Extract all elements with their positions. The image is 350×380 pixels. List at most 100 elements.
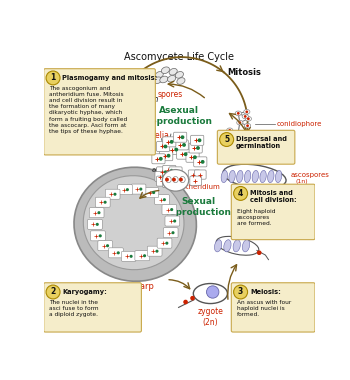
- FancyBboxPatch shape: [165, 216, 180, 226]
- Ellipse shape: [177, 78, 185, 84]
- Text: 5: 5: [224, 135, 229, 144]
- Circle shape: [167, 154, 170, 158]
- Ellipse shape: [223, 164, 286, 189]
- Text: ascocarp: ascocarp: [116, 282, 154, 291]
- Circle shape: [257, 250, 261, 255]
- Ellipse shape: [160, 76, 168, 83]
- Text: Plasmogamy and mitosis:: Plasmogamy and mitosis:: [62, 75, 158, 81]
- Circle shape: [164, 170, 167, 173]
- Circle shape: [159, 157, 163, 161]
- Circle shape: [179, 178, 183, 182]
- Circle shape: [201, 160, 204, 164]
- Ellipse shape: [155, 71, 163, 78]
- Ellipse shape: [168, 75, 176, 82]
- Ellipse shape: [268, 170, 274, 183]
- Ellipse shape: [252, 170, 259, 183]
- Text: conidiophore: conidiophore: [276, 121, 322, 127]
- FancyBboxPatch shape: [157, 238, 172, 248]
- Ellipse shape: [162, 169, 189, 191]
- Ellipse shape: [175, 71, 183, 78]
- FancyBboxPatch shape: [163, 178, 176, 188]
- FancyBboxPatch shape: [156, 167, 170, 177]
- Circle shape: [190, 296, 195, 301]
- FancyBboxPatch shape: [177, 149, 190, 159]
- Text: Mitosis: Mitosis: [227, 68, 261, 77]
- Ellipse shape: [243, 240, 250, 252]
- Circle shape: [234, 187, 247, 200]
- Ellipse shape: [74, 167, 196, 281]
- Text: zygote
(2n): zygote (2n): [197, 307, 223, 327]
- FancyBboxPatch shape: [144, 188, 159, 198]
- Text: Asexual
reproduction: Asexual reproduction: [146, 106, 212, 127]
- Circle shape: [96, 223, 99, 226]
- Text: 2: 2: [50, 288, 56, 296]
- Circle shape: [196, 146, 200, 150]
- Circle shape: [178, 175, 181, 178]
- FancyBboxPatch shape: [190, 176, 202, 185]
- Ellipse shape: [154, 77, 162, 84]
- FancyBboxPatch shape: [96, 197, 110, 207]
- FancyBboxPatch shape: [131, 184, 146, 194]
- Circle shape: [46, 71, 60, 85]
- FancyBboxPatch shape: [170, 171, 184, 182]
- Circle shape: [220, 133, 234, 146]
- FancyBboxPatch shape: [88, 219, 102, 230]
- Ellipse shape: [193, 283, 228, 304]
- Ellipse shape: [233, 240, 240, 252]
- Ellipse shape: [161, 67, 169, 74]
- FancyBboxPatch shape: [189, 143, 202, 153]
- Circle shape: [206, 286, 219, 298]
- Ellipse shape: [237, 170, 243, 183]
- Text: Dispersal and
germination: Dispersal and germination: [236, 136, 287, 149]
- Text: The nuclei in the
asci fuse to form
a diploid zygote.: The nuclei in the asci fuse to form a di…: [49, 300, 99, 317]
- Circle shape: [193, 155, 197, 159]
- Circle shape: [244, 115, 247, 118]
- Text: (1n): (1n): [296, 179, 308, 184]
- FancyBboxPatch shape: [147, 246, 162, 256]
- Circle shape: [143, 254, 146, 257]
- Ellipse shape: [275, 170, 282, 183]
- FancyBboxPatch shape: [186, 152, 199, 162]
- FancyBboxPatch shape: [163, 171, 176, 182]
- Circle shape: [176, 170, 180, 173]
- FancyBboxPatch shape: [98, 241, 113, 251]
- FancyBboxPatch shape: [155, 195, 169, 205]
- Ellipse shape: [245, 116, 251, 121]
- Text: antheridium: antheridium: [177, 184, 220, 190]
- Text: Germination: Germination: [112, 95, 159, 104]
- FancyBboxPatch shape: [105, 189, 120, 199]
- Text: 4: 4: [238, 189, 243, 198]
- FancyBboxPatch shape: [155, 171, 168, 182]
- Text: An ascus with four
haploid nuclei is
formed.: An ascus with four haploid nuclei is for…: [237, 300, 291, 317]
- FancyBboxPatch shape: [169, 167, 182, 177]
- Ellipse shape: [237, 120, 243, 125]
- Circle shape: [155, 250, 159, 253]
- Circle shape: [163, 198, 166, 201]
- FancyBboxPatch shape: [91, 231, 105, 241]
- FancyBboxPatch shape: [231, 184, 315, 240]
- FancyBboxPatch shape: [44, 69, 155, 155]
- Ellipse shape: [235, 111, 241, 116]
- FancyBboxPatch shape: [135, 251, 149, 261]
- Circle shape: [104, 201, 107, 204]
- Circle shape: [170, 208, 173, 211]
- Circle shape: [113, 193, 117, 196]
- Circle shape: [182, 143, 186, 147]
- FancyBboxPatch shape: [195, 170, 206, 179]
- FancyBboxPatch shape: [194, 157, 207, 167]
- Ellipse shape: [228, 134, 235, 139]
- Circle shape: [245, 111, 248, 113]
- FancyBboxPatch shape: [191, 135, 204, 145]
- Ellipse shape: [229, 170, 235, 183]
- Circle shape: [139, 188, 142, 191]
- FancyBboxPatch shape: [167, 144, 181, 155]
- Text: 3: 3: [238, 288, 243, 296]
- FancyBboxPatch shape: [163, 228, 178, 238]
- Circle shape: [46, 285, 60, 299]
- Circle shape: [228, 129, 231, 132]
- Circle shape: [117, 251, 120, 254]
- Ellipse shape: [221, 170, 228, 183]
- Circle shape: [152, 191, 155, 194]
- Ellipse shape: [224, 240, 231, 252]
- FancyBboxPatch shape: [163, 165, 176, 175]
